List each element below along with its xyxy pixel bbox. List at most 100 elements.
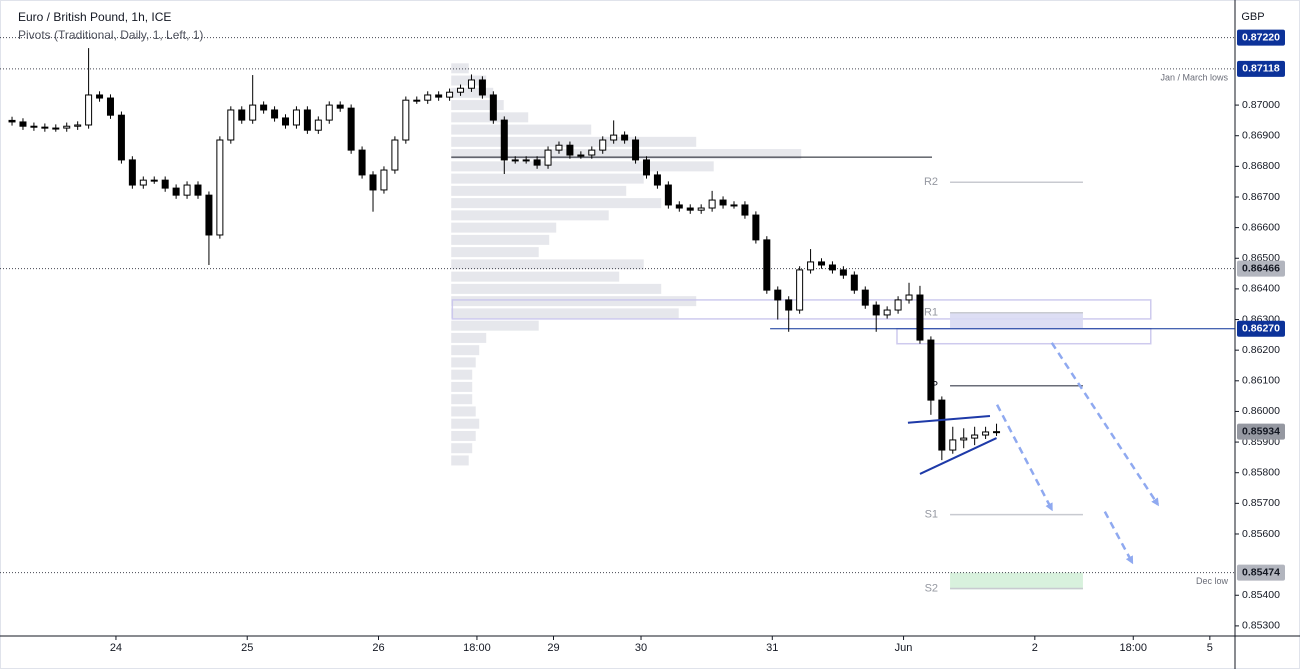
- candle-body: [336, 104, 344, 109]
- y-tick-label: 0.86800: [1242, 160, 1280, 172]
- zone: [950, 572, 1083, 590]
- x-tick-label: 29: [547, 642, 559, 654]
- x-tick-label: 30: [635, 642, 647, 654]
- volume-profile-bar: [451, 87, 494, 98]
- y-tick-label: 0.85400: [1242, 589, 1280, 601]
- candle-body: [325, 104, 333, 121]
- trendline: [919, 437, 997, 475]
- volume-profile-bar: [451, 247, 539, 258]
- candle-body: [260, 104, 268, 111]
- volume-profile-bar: [451, 308, 679, 319]
- volume-profile-bar: [451, 124, 592, 135]
- volume-profile-bar: [451, 271, 620, 282]
- candle-body: [752, 214, 760, 241]
- price-tag-label: 0.87220: [1242, 31, 1280, 43]
- candle-body: [139, 179, 147, 186]
- projection-arrow: [1050, 342, 1159, 507]
- candle-body: [19, 121, 27, 127]
- projection-arrow: [1103, 511, 1134, 565]
- volume-profile-bar: [451, 173, 644, 184]
- volume-profile-bar: [451, 63, 469, 74]
- candle-body: [238, 109, 246, 121]
- pivot-label: S1: [925, 509, 938, 521]
- candle-body: [467, 79, 475, 89]
- volume-profile-bar: [451, 222, 557, 233]
- candle-body: [872, 304, 880, 316]
- candle-body: [949, 439, 957, 451]
- candle-body: [249, 104, 257, 121]
- candle-body: [828, 264, 836, 271]
- volume-profile-bar: [451, 100, 504, 111]
- candle-body: [653, 174, 661, 186]
- price-tag: [1237, 320, 1285, 337]
- candle-body: [741, 204, 749, 216]
- candle-body: [610, 134, 618, 141]
- pivot-label: S2: [925, 582, 938, 594]
- candle-body: [413, 99, 421, 102]
- candle-body: [8, 119, 16, 123]
- y-tick-label: 0.85700: [1242, 497, 1280, 509]
- candle-body: [194, 184, 202, 196]
- candle-body: [52, 127, 60, 130]
- volume-profile-bar: [451, 185, 627, 196]
- volume-profile-bar: [451, 443, 473, 454]
- candle-body: [533, 159, 541, 166]
- x-tick-label: 5: [1207, 642, 1213, 654]
- y-tick-label: 0.86200: [1242, 344, 1280, 356]
- candle-body: [282, 117, 290, 126]
- price-tag: [1237, 423, 1285, 440]
- chart-title: Euro / British Pound, 1h, ICE: [18, 10, 171, 24]
- pivot-label: R2: [924, 176, 938, 188]
- volume-profile-bar: [451, 234, 550, 245]
- candle-body: [588, 149, 596, 156]
- volume-profile-bar: [451, 320, 539, 331]
- candle-body: [544, 149, 552, 166]
- candle-body: [675, 204, 683, 209]
- y-tick-label: 0.85600: [1242, 528, 1280, 540]
- candle-body: [938, 399, 946, 451]
- candle-body: [446, 91, 454, 98]
- candle-body: [697, 207, 705, 211]
- candle-body: [161, 179, 169, 189]
- candle-body: [522, 159, 530, 162]
- price-tag: [1237, 260, 1285, 277]
- volume-profile-bar: [451, 381, 473, 392]
- candle-body: [774, 289, 782, 301]
- x-tick-label: 2: [1032, 642, 1038, 654]
- candle-body: [730, 204, 738, 207]
- candle-body: [763, 239, 771, 291]
- candle-body: [216, 139, 224, 236]
- price-tag-label: 0.86466: [1242, 262, 1280, 274]
- candle-body: [85, 94, 93, 126]
- volume-profile-bar: [451, 406, 476, 417]
- volume-profile-bar: [451, 357, 476, 368]
- x-tick-label: 24: [110, 642, 122, 654]
- candle-body: [894, 299, 902, 311]
- candle-body: [511, 159, 519, 162]
- trendline: [907, 415, 991, 424]
- y-tick-label: 0.86900: [1242, 129, 1280, 141]
- candle-body: [621, 134, 629, 141]
- candle-body: [106, 97, 114, 116]
- candle-body: [916, 294, 924, 341]
- price-tag-label: 0.86270: [1242, 323, 1280, 335]
- candle-body: [785, 299, 793, 311]
- candle-body: [117, 114, 125, 161]
- y-tick-label: 0.86700: [1242, 191, 1280, 203]
- candle-body: [271, 109, 279, 119]
- volume-profile-bar: [451, 296, 697, 307]
- candle-body: [971, 434, 979, 439]
- candle-body: [96, 94, 104, 99]
- level-note: Dec low: [1196, 576, 1229, 586]
- price-tag-label: 0.87118: [1242, 63, 1280, 75]
- candle-body: [402, 99, 410, 141]
- candle-body: [719, 199, 727, 206]
- level-note: Jan / March lows: [1160, 72, 1228, 82]
- price-tag: [1237, 564, 1285, 581]
- currency-label: GBP: [1241, 11, 1264, 23]
- y-tick-label: 0.86400: [1242, 283, 1280, 295]
- candle-body: [41, 126, 49, 129]
